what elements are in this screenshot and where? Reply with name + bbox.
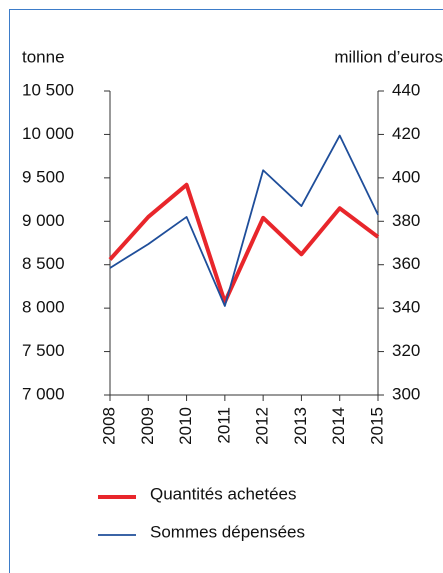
y2-tick-label: 400 bbox=[392, 167, 420, 186]
y-tick-label: 10 000 bbox=[22, 124, 74, 143]
series-line bbox=[109, 134, 379, 307]
y2-tick-label: 440 bbox=[392, 80, 420, 99]
x-tick-label: 2015 bbox=[367, 407, 386, 445]
y2-tick-label: 300 bbox=[392, 384, 420, 403]
y-tick-label: 9 000 bbox=[22, 211, 65, 230]
y-tick-label: 9 500 bbox=[22, 167, 65, 186]
x-tick-label: 2010 bbox=[176, 407, 195, 445]
y2-tick-label: 360 bbox=[392, 254, 420, 273]
y-tick-label: 8 500 bbox=[22, 254, 65, 273]
x-tick-label: 2012 bbox=[253, 407, 272, 445]
y-tick-label: 7 000 bbox=[22, 384, 65, 403]
y-axis-label: tonne bbox=[22, 47, 65, 66]
x-tick-label: 2011 bbox=[214, 407, 233, 444]
y-tick-label: 10 500 bbox=[22, 80, 74, 99]
series-line bbox=[108, 182, 380, 305]
y2-tick-label: 340 bbox=[392, 298, 420, 317]
y-tick-label: 7 500 bbox=[22, 341, 65, 360]
y2-tick-label: 320 bbox=[392, 341, 420, 360]
y2-tick-label: 420 bbox=[392, 124, 420, 143]
y2-tick-label: 380 bbox=[392, 211, 420, 230]
x-tick-label: 2009 bbox=[138, 407, 157, 445]
frame bbox=[9, 9, 443, 573]
x-tick-label: 2014 bbox=[329, 407, 348, 445]
x-tick-label: 2013 bbox=[291, 407, 310, 445]
legend-label: Sommes dépensées bbox=[150, 522, 305, 541]
legend-label: Quantités achetées bbox=[150, 484, 296, 503]
y-tick-label: 8 000 bbox=[22, 298, 65, 317]
y2-axis-label: million d’euros bbox=[334, 47, 443, 66]
x-tick-label: 2008 bbox=[99, 407, 118, 445]
